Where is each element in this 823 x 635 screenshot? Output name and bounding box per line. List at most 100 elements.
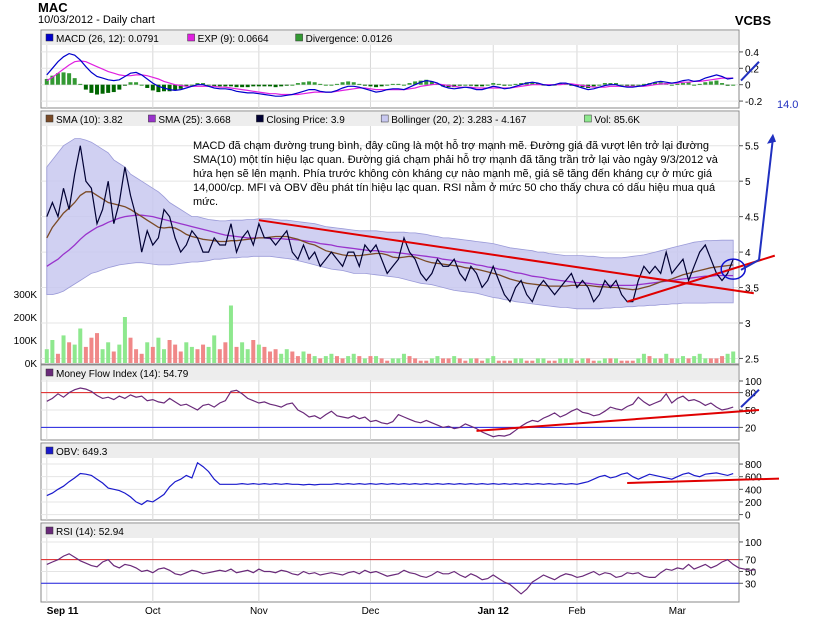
volume-bar <box>441 358 446 363</box>
resistance-trendline <box>258 219 754 295</box>
divergence-bar <box>574 84 579 87</box>
volume-bar <box>586 358 591 363</box>
y-tick-label: 70 <box>745 556 757 567</box>
volume-bar <box>552 360 557 363</box>
divergence-bar <box>318 83 323 85</box>
volume-bar <box>134 349 139 363</box>
macd-arrow <box>740 61 760 82</box>
divergence-bar <box>463 84 468 86</box>
volume-bar <box>647 356 652 363</box>
divergence-bar <box>703 82 708 85</box>
volume-bar <box>362 358 367 363</box>
divergence-bar <box>558 83 563 85</box>
volume-bar <box>173 344 178 363</box>
divergence-bar <box>145 84 150 88</box>
divergence-bar <box>630 84 635 86</box>
legend-label: SMA (25): 3.668 <box>158 115 231 126</box>
chart-subtitle: 10/03/2012 - Daily chart <box>38 14 155 26</box>
volume-bar <box>513 358 518 363</box>
divergence-bar <box>507 84 512 86</box>
y-tick-label: 100 <box>745 377 762 388</box>
divergence-bar <box>44 78 49 85</box>
volume-bar <box>156 337 161 363</box>
y-tick-label: 0 <box>745 81 751 92</box>
divergence-bar <box>362 84 367 86</box>
divergence-bar <box>184 84 189 87</box>
divergence-bar <box>680 83 685 85</box>
divergence-bar <box>139 84 144 86</box>
bollinger-band <box>46 138 734 310</box>
divergence-bar <box>295 83 300 85</box>
volume-bar <box>697 353 702 363</box>
divergence-bar <box>61 72 66 85</box>
volume-bar <box>78 328 83 363</box>
volume-bar <box>67 342 72 363</box>
divergence-bar <box>692 84 697 86</box>
close-line <box>46 145 734 303</box>
volume-bar <box>334 356 339 363</box>
y-tick-label: 80 <box>745 389 757 400</box>
legend-swatch <box>256 114 264 123</box>
volume-bar <box>452 356 457 363</box>
volume-bar <box>608 358 613 363</box>
volume-bar <box>251 340 256 363</box>
legend-label: Bollinger (20, 2): 3.283 - 4.167 <box>391 115 527 126</box>
volume-bar <box>385 360 390 363</box>
volume-bar <box>340 358 345 363</box>
legend-label: Vol: 85.6K <box>594 115 640 126</box>
divergence-bar <box>228 84 233 87</box>
volume-bar <box>150 346 155 363</box>
volume-bar <box>217 349 222 363</box>
mfi-trendline <box>476 409 760 432</box>
divergence-bar <box>72 78 77 85</box>
legend-bar-2 <box>42 366 738 380</box>
divergence-bar <box>731 84 736 86</box>
target-arrowhead <box>767 133 776 144</box>
divergence-bar <box>357 83 362 85</box>
chart-source: VCBS <box>734 13 771 28</box>
divergence-bar <box>368 84 373 87</box>
x-tick-label: Mar <box>669 606 687 617</box>
legend-swatch <box>148 114 156 123</box>
volume-bar <box>664 353 669 363</box>
sma25-line <box>46 214 734 287</box>
volume-bar <box>189 346 194 363</box>
divergence-bar <box>591 84 596 87</box>
volume-bar <box>201 344 206 363</box>
volume-bar <box>491 356 496 363</box>
divergence-bar <box>502 84 507 86</box>
volume-bar <box>502 360 507 363</box>
volume-bar <box>273 349 278 363</box>
volume-bar <box>301 351 306 363</box>
divergence-bar <box>485 84 490 86</box>
volume-bar <box>128 337 133 363</box>
legend-swatch <box>45 33 54 42</box>
divergence-bar <box>340 82 345 85</box>
divergence-bar <box>686 82 691 85</box>
y-tick-label: 200 <box>745 498 762 509</box>
volume-bar <box>496 360 501 363</box>
divergence-bar <box>346 81 351 85</box>
target-price-label: 14.0 <box>777 99 798 111</box>
volume-bar <box>630 360 635 363</box>
divergence-bar <box>290 84 295 86</box>
divergence-bar <box>245 84 250 88</box>
target-arrow <box>740 137 774 271</box>
divergence-bar <box>189 84 194 86</box>
volume-bar <box>597 360 602 363</box>
legend-swatch <box>45 114 54 123</box>
y-tick-label: 0 <box>745 511 751 522</box>
divergence-bar <box>178 84 183 89</box>
divergence-bar <box>134 82 139 85</box>
divergence-bar <box>379 84 384 87</box>
volume-bar <box>714 358 719 363</box>
divergence-bar <box>708 81 713 85</box>
divergence-bar <box>614 83 619 85</box>
x-tick-label: Nov <box>250 606 268 617</box>
volume-bar <box>708 358 713 363</box>
divergence-bar <box>390 83 395 85</box>
divergence-bar <box>240 84 245 88</box>
divergence-bar <box>95 84 100 95</box>
volume-bar <box>145 342 150 363</box>
